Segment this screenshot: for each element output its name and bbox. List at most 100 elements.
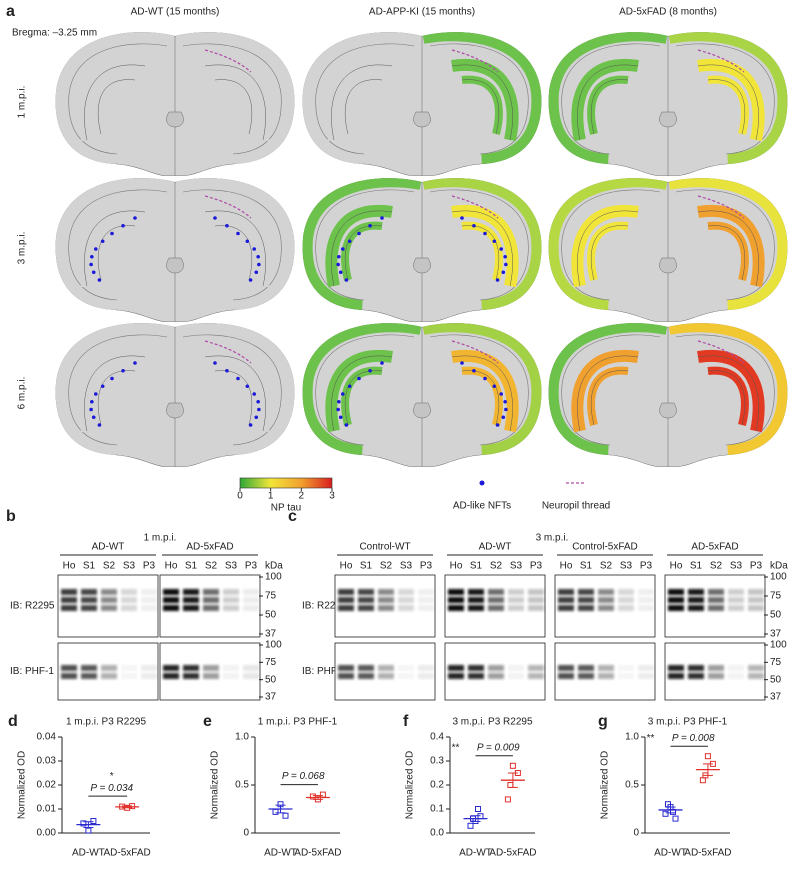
nft-dot bbox=[254, 270, 259, 275]
nft-dot bbox=[380, 361, 384, 365]
lane-label: S2 bbox=[490, 561, 503, 572]
blot-band bbox=[578, 673, 594, 679]
nft-dot bbox=[336, 262, 340, 267]
blot-band bbox=[578, 665, 594, 671]
blot-band bbox=[448, 597, 464, 603]
blot-box bbox=[334, 642, 436, 701]
lane-label: S1 bbox=[690, 561, 703, 572]
group-label: Control-WT bbox=[359, 542, 410, 553]
significance-mark: * bbox=[110, 771, 114, 782]
blot-band bbox=[223, 589, 239, 595]
kda-label: kDa bbox=[265, 561, 283, 572]
significance-mark: ** bbox=[647, 733, 655, 744]
data-point bbox=[85, 827, 92, 834]
blot-band bbox=[183, 589, 199, 595]
nft-dot bbox=[501, 270, 506, 275]
brain-map bbox=[55, 32, 295, 176]
nft-dot bbox=[503, 254, 507, 259]
hippocampus-line bbox=[707, 225, 746, 281]
marker-label: 75 bbox=[770, 591, 782, 602]
blot-band bbox=[243, 605, 259, 611]
nft-dot bbox=[257, 262, 261, 267]
cortex-edge bbox=[561, 334, 661, 446]
blot-band bbox=[418, 605, 434, 611]
blot-band bbox=[488, 665, 504, 671]
nft-dot bbox=[245, 384, 250, 389]
blot-band bbox=[183, 597, 199, 603]
panel-letter: a bbox=[6, 3, 15, 20]
column-title: AD-WT (15 months) bbox=[131, 7, 220, 18]
nft-dot bbox=[344, 278, 349, 282]
nft-dot bbox=[213, 216, 217, 220]
blot-band bbox=[488, 673, 504, 679]
blot-band bbox=[101, 605, 117, 611]
blot-band bbox=[708, 665, 724, 671]
blot-band bbox=[183, 605, 199, 611]
marker-label: 100 bbox=[265, 640, 282, 651]
group-label: AD-WT bbox=[479, 542, 512, 553]
nft-dot bbox=[340, 247, 345, 251]
y-tick-label: 0.01 bbox=[37, 804, 57, 815]
column-title: AD-APP-KI (15 months) bbox=[369, 7, 475, 18]
lane-label: S2 bbox=[205, 561, 218, 572]
nft-dot bbox=[460, 361, 464, 365]
neuropil-thread bbox=[697, 49, 745, 73]
nft-dot bbox=[252, 392, 257, 396]
x-tick-label: AD-5xFAD bbox=[684, 848, 731, 859]
chart-title: 1 m.p.i. P3 PHF-1 bbox=[258, 717, 338, 728]
y-tick-label: 0.2 bbox=[430, 780, 444, 791]
blot-band bbox=[558, 665, 574, 671]
cortex-edge bbox=[429, 43, 529, 155]
data-point bbox=[309, 793, 316, 800]
marker-label: 75 bbox=[265, 657, 277, 668]
marker-label: 37 bbox=[265, 629, 277, 640]
blot-label: IB: PHF-1 bbox=[302, 666, 346, 677]
blot-band bbox=[163, 665, 179, 671]
marker-label: 75 bbox=[770, 657, 782, 668]
blot-band bbox=[508, 605, 524, 611]
hippocampus-line bbox=[344, 225, 383, 281]
nft-dot bbox=[504, 407, 508, 412]
blot-band bbox=[163, 597, 179, 603]
nft-dot bbox=[495, 423, 500, 427]
nft-dot bbox=[344, 423, 349, 427]
data-point bbox=[90, 818, 97, 824]
blot-band bbox=[243, 673, 259, 679]
cortex-edge bbox=[68, 334, 168, 446]
lane-label: S3 bbox=[730, 561, 743, 572]
nft-dot bbox=[97, 278, 102, 282]
blot-band bbox=[378, 597, 394, 603]
cortex-edge bbox=[315, 43, 415, 155]
hippocampus-line bbox=[707, 370, 746, 426]
blot-band bbox=[638, 673, 654, 679]
blot-band bbox=[688, 605, 704, 611]
group-label: AD-5xFAD bbox=[691, 542, 738, 553]
data-point bbox=[319, 791, 326, 798]
blot-band bbox=[141, 665, 157, 671]
blot-band bbox=[223, 597, 239, 603]
blot-band bbox=[418, 673, 434, 679]
data-point bbox=[504, 796, 511, 803]
blot-band bbox=[101, 597, 117, 603]
blot-band bbox=[468, 673, 484, 679]
lane-label: S2 bbox=[710, 561, 723, 572]
y-axis-label: Normalized OD bbox=[405, 751, 416, 819]
blot-band bbox=[488, 597, 504, 603]
brain-map bbox=[302, 32, 542, 176]
y-tick-label: 0.4 bbox=[430, 732, 444, 743]
lane-label: S1 bbox=[470, 561, 483, 572]
data-point bbox=[475, 806, 481, 812]
nft-dot bbox=[133, 361, 137, 365]
y-tick-label: 0.03 bbox=[37, 756, 57, 767]
brain-map bbox=[548, 323, 788, 467]
nft-dot bbox=[256, 399, 260, 404]
data-point bbox=[509, 762, 516, 769]
lane-label: S3 bbox=[510, 561, 523, 572]
blot-band bbox=[81, 605, 97, 611]
nft-dot bbox=[472, 223, 476, 228]
blot-band bbox=[338, 589, 354, 595]
legend-nft-marker bbox=[479, 480, 485, 486]
blot-band bbox=[638, 665, 654, 671]
nft-dot bbox=[504, 262, 508, 267]
